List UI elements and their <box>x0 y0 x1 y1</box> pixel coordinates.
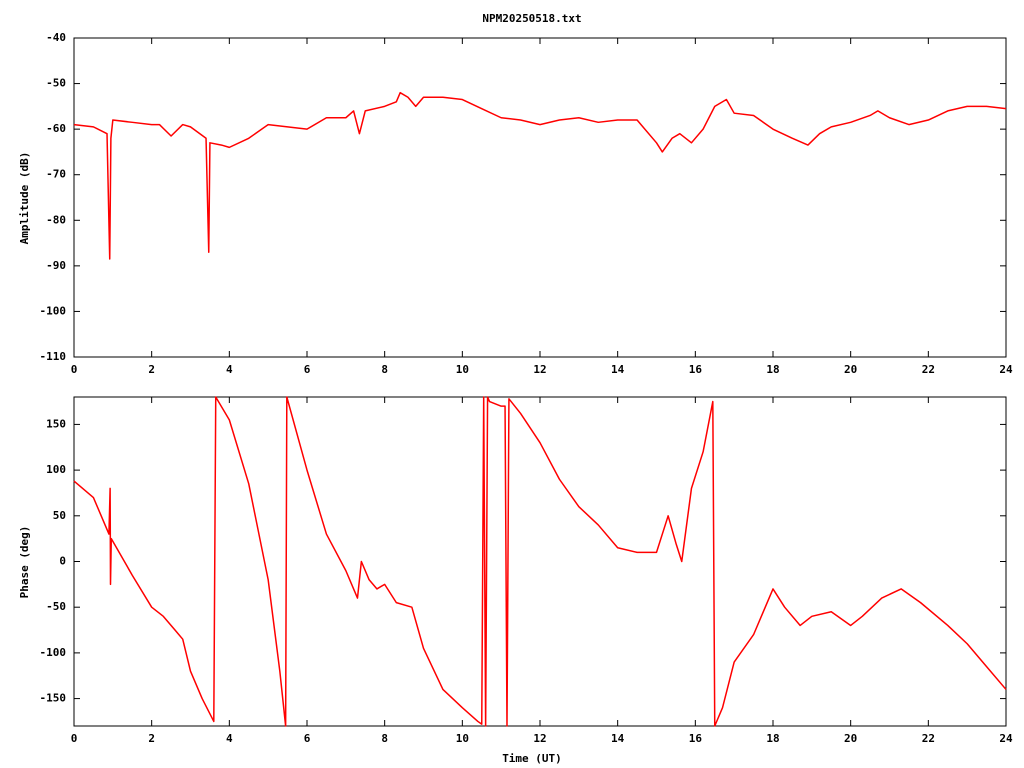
x-tick-label: 18 <box>766 732 779 745</box>
y-tick-label: -100 <box>40 646 67 659</box>
x-tick-label: 14 <box>611 363 625 376</box>
x-tick-label: 4 <box>226 363 233 376</box>
x-tick-label: 8 <box>381 363 388 376</box>
x-tick-label: 16 <box>689 363 703 376</box>
y-tick-label: -110 <box>40 350 67 363</box>
x-tick-label: 2 <box>148 732 155 745</box>
data-line <box>73 91 1007 260</box>
x-tick-label: 14 <box>611 732 625 745</box>
x-tick-label: 12 <box>533 363 546 376</box>
y-tick-label: -100 <box>40 304 67 317</box>
x-tick-label: 22 <box>922 732 935 745</box>
y-tick-label: -40 <box>46 31 66 44</box>
chart-title: NPM20250518.txt <box>482 12 581 25</box>
x-tick-label: 10 <box>456 732 469 745</box>
x-tick-label: 24 <box>999 363 1013 376</box>
data-line <box>73 396 1007 727</box>
x-tick-label: 12 <box>533 732 546 745</box>
x-tick-label: 10 <box>456 363 469 376</box>
x-tick-label: 6 <box>304 363 311 376</box>
y-tick-label: 0 <box>59 555 66 568</box>
x-tick-label: 0 <box>71 732 78 745</box>
y-tick-label: 150 <box>46 417 66 430</box>
x-tick-label: 4 <box>226 732 233 745</box>
y-axis-label: Phase (deg) <box>18 526 31 599</box>
x-tick-label: 20 <box>844 363 857 376</box>
x-tick-label: 16 <box>689 732 703 745</box>
x-tick-label: 6 <box>304 732 311 745</box>
y-tick-label: -150 <box>40 692 67 705</box>
y-tick-label: -60 <box>46 122 66 135</box>
x-tick-label: 8 <box>381 732 388 745</box>
x-tick-label: 22 <box>922 363 935 376</box>
x-tick-label: 24 <box>999 732 1013 745</box>
x-tick-label: 18 <box>766 363 779 376</box>
y-tick-label: -50 <box>46 600 66 613</box>
y-tick-label: 100 <box>46 463 66 476</box>
y-tick-label: -70 <box>46 168 66 181</box>
y-tick-label: 50 <box>53 509 66 522</box>
y-tick-label: -90 <box>46 259 66 272</box>
x-axis-label: Time (UT) <box>502 752 562 765</box>
plot-frame <box>73 37 1007 358</box>
y-tick-label: -80 <box>46 213 66 226</box>
x-tick-label: 2 <box>148 363 155 376</box>
x-tick-label: 20 <box>844 732 857 745</box>
y-axis-label: Amplitude (dB) <box>18 152 31 245</box>
x-tick-label: 0 <box>71 363 78 376</box>
y-tick-label: -50 <box>46 77 66 90</box>
